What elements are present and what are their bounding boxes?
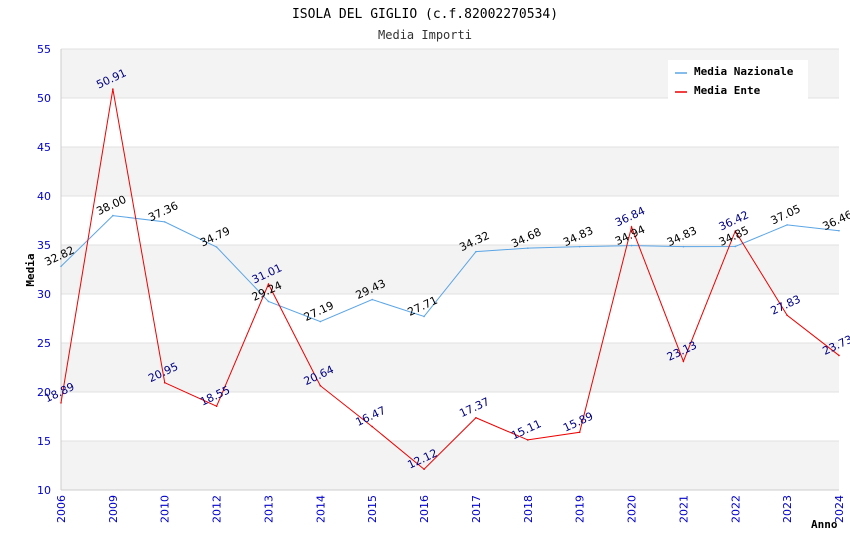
data-point-nazionale xyxy=(423,315,425,318)
data-point-nazionale xyxy=(630,244,633,247)
x-tick-label: 2019 xyxy=(574,495,587,523)
data-point-ente xyxy=(215,405,218,408)
data-point-nazionale xyxy=(578,245,581,248)
grid-band xyxy=(61,343,839,392)
y-tick-label: 40 xyxy=(37,190,51,203)
data-point-nazionale xyxy=(786,224,788,226)
y-axis-ticks: 10 15 20 25 30 35 40 45 50 55 xyxy=(37,43,51,497)
data-label-nazionale: 37.36 xyxy=(146,199,180,224)
x-tick-label: 2013 xyxy=(262,495,275,523)
data-label-ente: 18.89 xyxy=(42,380,76,405)
x-tick-label: 2014 xyxy=(314,495,327,523)
x-tick-label: 2012 xyxy=(211,495,224,523)
data-point-nazionale xyxy=(112,214,114,217)
x-tick-label: 2020 xyxy=(626,495,639,523)
grid-lines xyxy=(61,48,839,491)
y-tick-label: 25 xyxy=(37,337,51,350)
x-axis-ticks: 2006 2009 2010 2012 2013 2014 2015 2016 2017 2018… xyxy=(55,495,846,523)
y-tick-label: 10 xyxy=(37,484,51,497)
data-point-ente xyxy=(838,354,840,357)
data-point-nazionale xyxy=(215,246,218,248)
data-label-nazionale: 27.19 xyxy=(302,299,336,324)
series-line-nazionale xyxy=(60,215,840,323)
x-tick-label: 2022 xyxy=(729,495,742,523)
grid-band xyxy=(61,147,839,196)
data-point-ente xyxy=(267,283,270,285)
x-tick-label: 2018 xyxy=(522,495,535,523)
series-line-ente xyxy=(60,88,840,470)
data-point-ente xyxy=(786,314,788,317)
y-tick-label: 15 xyxy=(37,435,51,448)
data-point-nazionale xyxy=(838,229,840,232)
y-tick-label: 20 xyxy=(37,386,51,399)
data-point-ente xyxy=(682,360,685,363)
data-point-nazionale xyxy=(267,300,270,303)
data-point-ente xyxy=(112,88,114,90)
data-label-nazionale: 36.46 xyxy=(820,208,850,233)
data-point-ente xyxy=(630,226,633,228)
x-axis-label: Anno xyxy=(811,518,838,531)
grid-bands xyxy=(61,49,839,490)
legend: Media Nazionale Media Ente xyxy=(668,60,808,102)
data-label-nazionale: 38.00 xyxy=(94,193,128,218)
chart-subtitle: Media Importi xyxy=(378,28,472,42)
legend-label-nazionale: Media Nazionale xyxy=(694,65,794,78)
y-tick-label: 45 xyxy=(37,141,51,154)
legend-box xyxy=(668,60,808,102)
series-lines xyxy=(60,88,840,471)
data-label-ente: 17.37 xyxy=(457,395,491,420)
chart-title: ISOLA DEL GIGLIO (c.f.82002270534) xyxy=(292,7,558,22)
y-axis-label: Media xyxy=(24,253,37,286)
data-point-nazionale xyxy=(527,247,529,249)
legend-label-ente: Media Ente xyxy=(694,84,761,97)
x-tick-label: 2017 xyxy=(470,495,483,523)
x-tick-label: 2015 xyxy=(366,495,379,523)
y-tick-label: 55 xyxy=(37,43,51,56)
data-point-nazionale xyxy=(319,320,322,323)
data-point-ente xyxy=(475,416,477,419)
y-tick-label: 35 xyxy=(37,239,51,252)
grid-band xyxy=(61,245,839,294)
data-point-nazionale xyxy=(475,250,477,253)
data-point-nazionale xyxy=(371,298,374,301)
data-point-nazionale xyxy=(163,221,166,223)
data-label-ente: 27.83 xyxy=(769,293,803,318)
data-point-nazionale xyxy=(734,245,737,248)
x-tick-label: 2023 xyxy=(781,495,794,523)
x-tick-label: 2024 xyxy=(833,495,846,523)
data-point-nazionale xyxy=(682,245,685,248)
grid-band xyxy=(61,441,839,490)
y-tick-label: 50 xyxy=(37,92,51,105)
data-point-ente xyxy=(319,384,322,387)
data-point-ente xyxy=(163,381,166,384)
data-point-nazionale xyxy=(60,265,62,268)
x-tick-label: 2021 xyxy=(677,495,690,523)
x-tick-label: 2010 xyxy=(159,495,172,523)
y-tick-label: 30 xyxy=(37,288,51,301)
data-point-ente xyxy=(527,439,529,441)
data-point-ente xyxy=(371,425,374,428)
data-point-ente xyxy=(423,468,425,471)
x-tick-label: 2006 xyxy=(55,495,68,523)
data-point-ente xyxy=(578,431,581,434)
data-label-nazionale: 27.71 xyxy=(406,294,440,319)
data-label-ente: 15.89 xyxy=(561,410,595,435)
data-label-nazionale: 37.05 xyxy=(769,202,803,227)
data-point-ente xyxy=(60,402,62,404)
data-point-ente xyxy=(734,230,737,232)
x-tick-label: 2009 xyxy=(107,495,120,523)
x-tick-label: 2016 xyxy=(418,495,431,523)
